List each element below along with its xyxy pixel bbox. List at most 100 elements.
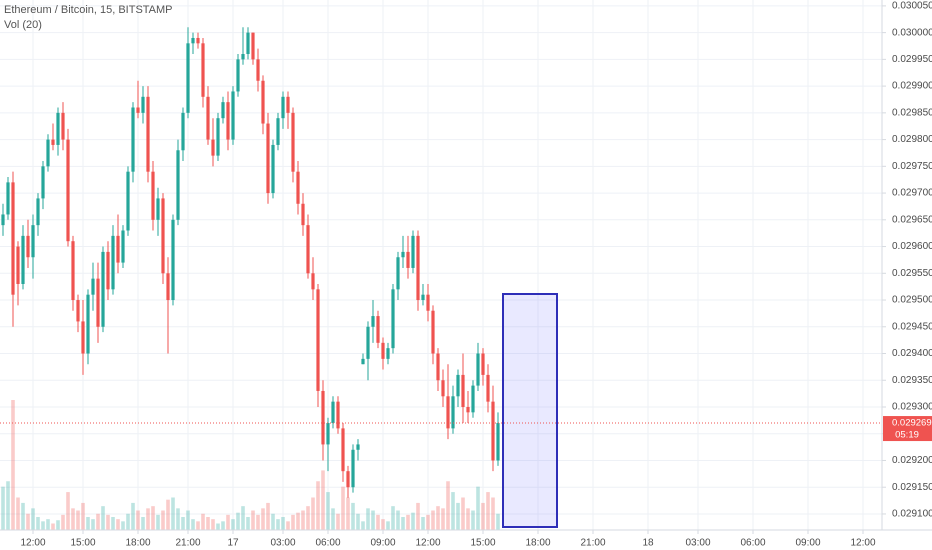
candle-body	[461, 374, 465, 407]
candle-body	[156, 198, 160, 220]
candle-body	[26, 235, 30, 258]
volume-bar	[126, 513, 130, 530]
volume-bar	[196, 521, 200, 530]
x-tick-label: 09:00	[795, 538, 820, 549]
volume-bar	[331, 508, 335, 530]
candle-body	[151, 171, 155, 220]
candle-body	[276, 118, 280, 145]
last-price-box	[883, 416, 932, 442]
x-tick-label: 12:00	[850, 538, 875, 549]
volume-bar	[251, 510, 255, 530]
volume-bar	[166, 499, 170, 530]
volume-bar	[346, 497, 350, 530]
x-tick-label: 18:00	[525, 538, 550, 549]
y-tick-label: 0.02910000	[892, 509, 932, 520]
volume-bar	[486, 492, 490, 530]
candle-body	[246, 32, 250, 55]
candle-body	[101, 251, 105, 327]
volume-bar	[381, 519, 385, 530]
volume-bar	[146, 508, 150, 530]
volume-bar	[211, 519, 215, 530]
candle-body	[356, 444, 360, 450]
candle-body	[61, 112, 65, 140]
candle-body	[366, 326, 370, 359]
candle-body	[91, 278, 95, 295]
volume-bar	[456, 502, 460, 530]
volume-bar	[231, 519, 235, 530]
rectangle-drawing[interactable]	[502, 293, 558, 528]
volume-bar	[396, 510, 400, 530]
volume-bar	[71, 508, 75, 530]
candle-body	[31, 225, 35, 258]
countdown-label: 05:19	[895, 430, 919, 441]
volume-bar	[1, 486, 5, 530]
y-tick-label: 0.02970000	[892, 188, 932, 199]
volume-bar	[401, 517, 405, 530]
candle-body	[16, 246, 20, 284]
candle-body	[261, 80, 265, 124]
candle-body	[316, 289, 320, 391]
candle-body	[431, 310, 435, 354]
volume-bar	[226, 514, 230, 530]
volume-bar	[181, 517, 185, 530]
volume-bar	[306, 506, 310, 530]
candle-body	[481, 353, 485, 375]
candle-body	[466, 406, 470, 413]
volume-bar	[121, 521, 125, 530]
candle-body	[111, 235, 115, 290]
y-tick-label: 0.02990000	[892, 81, 932, 92]
candle-body	[361, 358, 365, 365]
candle-body	[126, 171, 130, 231]
candle-body	[396, 257, 400, 290]
candle-body	[486, 374, 490, 402]
volume-bar	[66, 492, 70, 530]
candle-body	[296, 171, 300, 204]
volume-bar	[421, 517, 425, 530]
y-tick-label: 0.02955000	[892, 268, 932, 279]
candle-body	[46, 139, 50, 167]
volume-bar	[76, 510, 80, 530]
chart-title: Ethereum / Bitcoin, 15, BITSTAMP	[4, 4, 173, 16]
last-price-label: 0.02926997	[892, 418, 932, 429]
candle-body	[221, 102, 225, 119]
volume-bar	[6, 481, 10, 530]
volume-bar	[136, 510, 140, 530]
volume-bar	[11, 400, 15, 530]
candle-body	[161, 198, 165, 274]
x-tick-label: 15:00	[470, 538, 495, 549]
candle-body	[346, 471, 350, 488]
candle-body	[416, 235, 420, 301]
candle-body	[136, 107, 140, 113]
volume-bar	[31, 508, 35, 530]
volume-bar	[171, 497, 175, 530]
volume-bar	[451, 492, 455, 530]
candle-body	[411, 235, 415, 268]
x-tick-label: 15:00	[70, 538, 95, 549]
y-tick-label: 0.02995000	[892, 54, 932, 65]
volume-bar	[206, 517, 210, 530]
y-tick-label: 0.02930000	[892, 402, 932, 413]
candle-body	[426, 294, 430, 311]
candle-body	[341, 428, 345, 472]
volume-bar	[201, 513, 205, 530]
candle-body	[21, 235, 25, 284]
volume-bar	[441, 508, 445, 530]
volume-bar	[261, 508, 265, 530]
volume-bar	[46, 519, 50, 530]
volume-bar	[236, 512, 240, 530]
volume-bar	[406, 514, 410, 530]
x-tick-label: 18	[642, 538, 654, 549]
x-tick-label: 21:00	[175, 538, 200, 549]
candle-body	[41, 166, 45, 199]
volume-bar	[471, 510, 475, 530]
volume-bar	[446, 481, 450, 530]
candle-body	[496, 423, 500, 461]
volume-bar	[256, 514, 260, 530]
x-tick-label: 17	[227, 538, 239, 549]
y-tick-label: 0.02935000	[892, 375, 932, 386]
candle-body	[106, 251, 110, 290]
volume-bar	[466, 508, 470, 530]
candle-body	[6, 182, 10, 215]
candle-body	[71, 241, 75, 301]
